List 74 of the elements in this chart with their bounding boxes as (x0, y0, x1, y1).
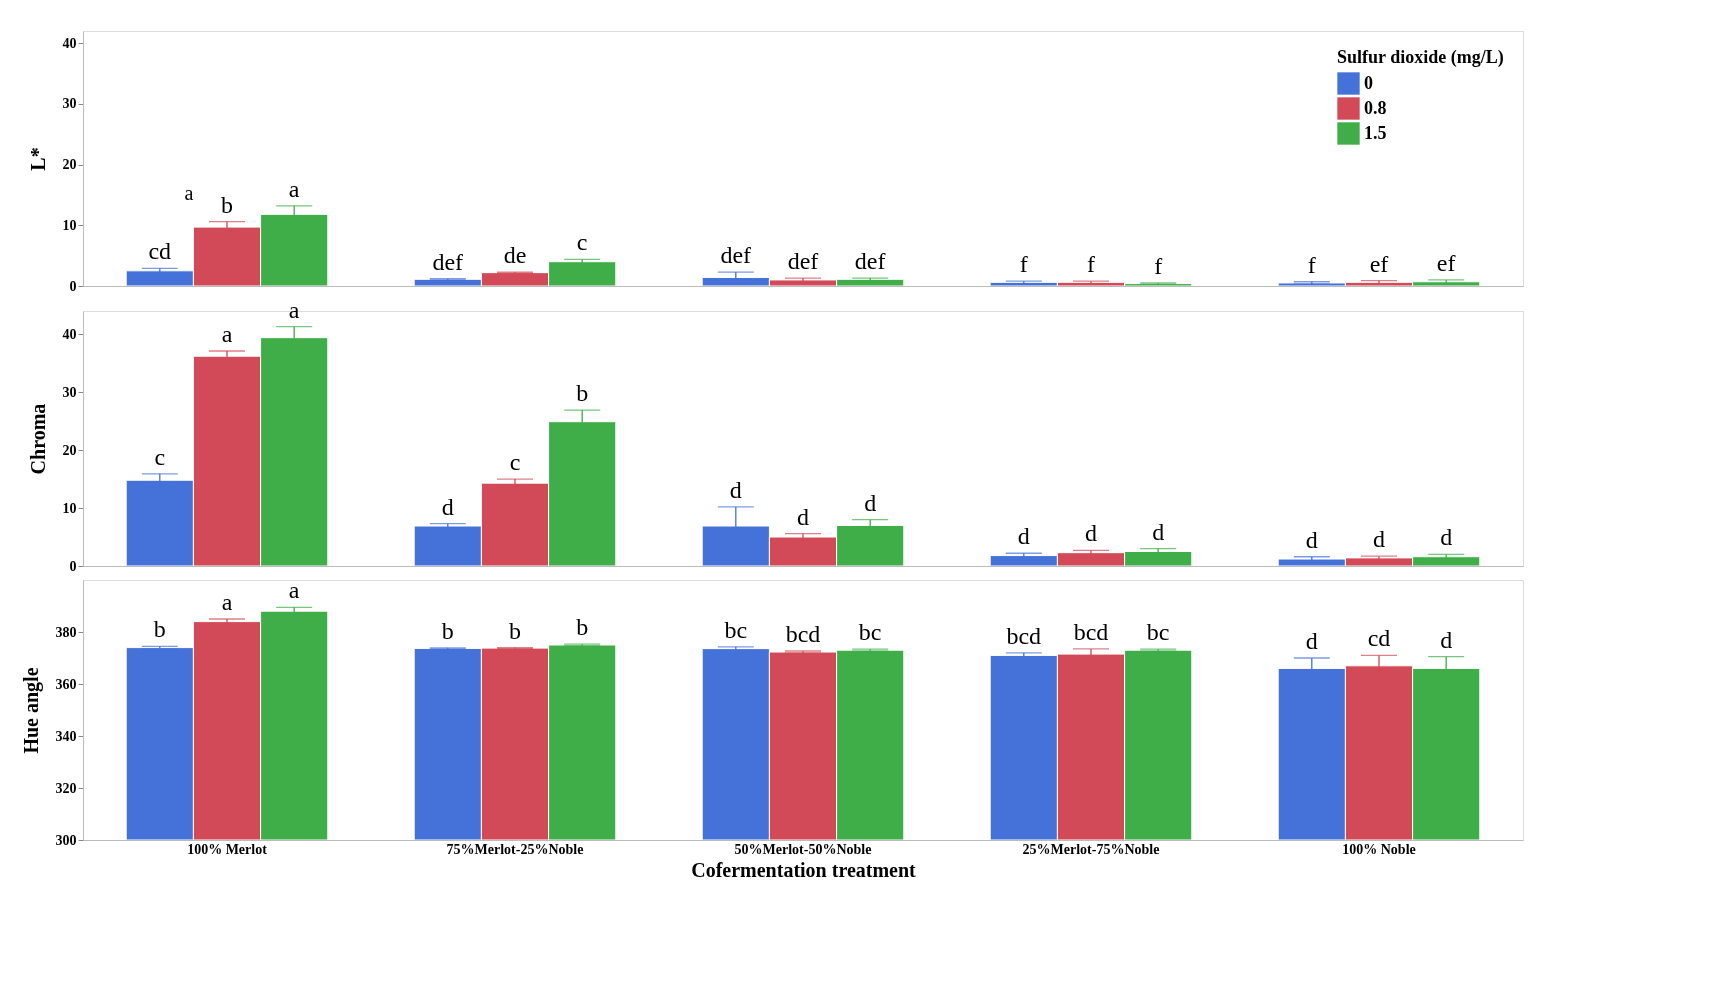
data-label: c (154, 443, 166, 470)
data-label: a (288, 296, 300, 323)
y-tick-label: 300 (55, 832, 77, 848)
data-label: b (509, 617, 521, 644)
data-label: d (1440, 626, 1453, 653)
data-label: b (576, 614, 589, 641)
data-label: bcd (1073, 618, 1109, 645)
data-label: c (576, 229, 588, 256)
data-label: a (221, 589, 233, 615)
x-tick-label: 50%Merlot-50%Noble (734, 841, 872, 857)
data-label: ef (1369, 250, 1389, 277)
data-label: d (797, 503, 809, 530)
y-tick-label: 20 (62, 157, 77, 173)
x-tick-label: 25%Merlot-75%Noble (1022, 841, 1160, 857)
data-label: b (153, 616, 166, 643)
data-label: f (1019, 251, 1028, 278)
y-tick-label: 0 (69, 278, 77, 294)
y-tick-label: 30 (62, 384, 77, 400)
data-label: f (1154, 252, 1163, 279)
data-label: b (221, 191, 233, 218)
data-label: d (1440, 524, 1453, 551)
data-label: f (1087, 251, 1095, 278)
data-label: a (221, 320, 233, 347)
data-label: c (509, 449, 521, 476)
legend-title: Sulfur dioxide (mg/L) (1337, 47, 1504, 68)
y-tick-label: 0 (69, 558, 77, 574)
annotation: a (184, 182, 194, 205)
data-label: d (1152, 518, 1165, 545)
data-label: bc (1146, 619, 1170, 646)
y-axis-title: Chroma (26, 403, 49, 475)
data-label: d (1305, 628, 1318, 654)
data-label: def (854, 248, 886, 275)
x-tick-label: 100% Noble (1342, 841, 1416, 857)
y-tick-label: 380 (55, 624, 77, 640)
data-label: d (1373, 526, 1385, 553)
legend-label: 0.8 (1364, 97, 1387, 118)
y-tick-label: 30 (62, 96, 77, 112)
data-label: def (432, 248, 464, 275)
data-label: d (441, 493, 454, 520)
y-tick-label: 10 (62, 500, 77, 516)
data-label: bc (858, 619, 882, 646)
y-tick-label: 320 (55, 780, 77, 796)
data-label: bcd (1006, 622, 1042, 649)
data-label: def (720, 242, 752, 269)
x-axis-title: Cofermentation treatment (691, 858, 917, 881)
y-tick-label: 20 (62, 442, 77, 458)
data-label: d (1305, 526, 1318, 553)
y-tick-label: 360 (55, 676, 77, 692)
y-tick-label: 340 (55, 728, 77, 744)
data-label: cd (148, 238, 172, 265)
data-label: d (1085, 520, 1097, 547)
data-label: d (729, 476, 742, 503)
data-label: a (288, 175, 300, 202)
y-tick-label: 40 (62, 35, 77, 51)
data-label: de (503, 242, 527, 269)
y-tick-label: 10 (62, 217, 77, 233)
x-tick-label: 100% Merlot (187, 841, 268, 857)
data-label: d (1017, 523, 1030, 550)
data-label: bc (724, 616, 748, 643)
y-axis-title: L* (26, 147, 49, 171)
y-axis-title: Hue angle (19, 667, 43, 754)
legend-label: 0 (1364, 72, 1373, 93)
data-label: def (787, 248, 819, 275)
data-label: d (864, 489, 877, 516)
x-tick-label: 75%Merlot-25%Noble (446, 841, 584, 857)
y-tick-label: 40 (62, 326, 77, 342)
data-label: b (576, 380, 589, 407)
data-label: b (441, 617, 454, 644)
data-label: f (1307, 251, 1316, 278)
data-label: a (288, 577, 300, 604)
data-label: ef (1436, 249, 1456, 276)
data-label: cd (1367, 625, 1391, 652)
legend-label: 1.5 (1364, 122, 1387, 143)
data-label: bcd (785, 620, 821, 647)
